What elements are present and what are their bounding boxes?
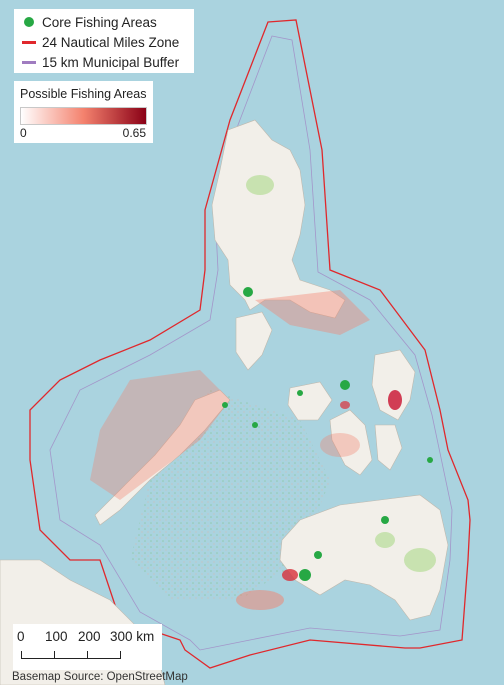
island-samar [371,349,416,421]
gradient-min-label: 0 [20,126,27,140]
park-area [375,532,395,548]
core-fishing-area [340,380,350,390]
park-area [404,548,436,572]
scale-tick [87,651,88,659]
core-fishing-area [299,569,311,581]
nautical-zone-boundary [29,19,471,669]
island-palawan [94,389,231,526]
legend-label: 15 km Municipal Buffer [42,54,180,70]
core-fishing-area [381,516,389,524]
municipal-buffer [49,35,453,651]
possible-fishing-area-high [282,569,298,581]
legend-item-core-fishing: Core Fishing Areas [20,13,157,31]
legend-label: Core Fishing Areas [42,14,157,30]
gradient-color-ramp [20,107,147,125]
gradient-max-label: 0.65 [122,126,146,140]
island-mindoro [235,311,273,371]
purple-line-icon [20,60,38,64]
scale-label-300: 300 km [110,629,155,644]
basemap-credit: Basemap Source: OpenStreetMap [12,671,188,683]
scale-line [21,658,121,659]
possible-fishing-area [90,370,230,500]
scale-tick [120,651,121,659]
scale-label-100: 100 [45,629,68,644]
scale-tick [21,651,22,659]
park-area [246,175,274,195]
scale-label-200: 200 [78,629,101,644]
possible-fishing-area [320,433,360,457]
legend-item-nautical-zone: 24 Nautical Miles Zone [20,33,179,51]
island-negros-cebu [329,409,373,476]
possible-fishing-area [236,590,284,610]
map-legend: Core Fishing Areas 24 Nautical Miles Zon… [14,9,194,73]
core-fishing-area [243,287,253,297]
green-dot-icon [20,17,38,27]
island-leyte-bohol [374,424,403,471]
gradient-legend-title: Possible Fishing Areas [20,87,147,101]
possible-fishing-area [255,290,370,335]
core-fishing-area [314,551,322,559]
core-fishing-area [297,390,303,396]
legend-label: 24 Nautical Miles Zone [42,34,180,50]
core-fishing-area [427,457,433,463]
scale-bar: 0 100 200 300 km [13,624,162,670]
island-luzon [211,119,346,319]
legend-item-municipal-buffer: 15 km Municipal Buffer [20,53,179,71]
possible-fishing-area-high [340,401,350,409]
gradient-legend: Possible Fishing Areas 0 0.65 [14,81,153,143]
core-fishing-area [222,402,228,408]
scale-label-0: 0 [17,629,25,644]
core-fishing-area [252,422,258,428]
red-line-icon [20,40,38,44]
scale-tick [54,651,55,659]
possible-fishing-area-high [388,390,402,410]
